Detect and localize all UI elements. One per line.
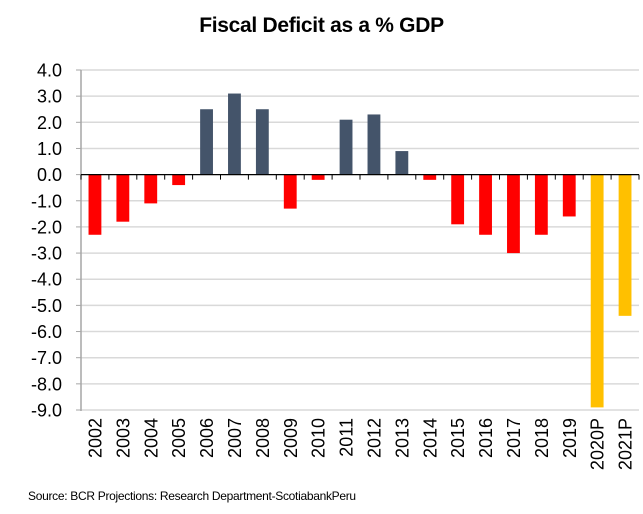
chart-title: Fiscal Deficit as a % GDP <box>199 14 444 37</box>
x-tick-label: 2003 <box>113 418 133 458</box>
x-tick-label: 2002 <box>85 418 105 458</box>
bar-2019 <box>562 174 576 217</box>
bar-2004 <box>144 174 158 204</box>
y-tick-label: 3.0 <box>37 87 62 107</box>
y-tick-label: 4.0 <box>37 61 62 81</box>
x-tick-label: 2013 <box>392 418 412 458</box>
y-tick-label: -3.0 <box>31 244 62 264</box>
x-tick-label: 2009 <box>281 418 301 458</box>
x-tick-label: 2015 <box>448 418 468 458</box>
y-tick-label: -1.0 <box>31 191 62 211</box>
x-tick-label: 2008 <box>253 418 273 458</box>
bar-2021P <box>618 174 632 316</box>
x-tick-label: 2019 <box>560 418 580 458</box>
bar-2009 <box>283 174 297 209</box>
bar-2014 <box>423 174 437 180</box>
bar-2010 <box>311 174 325 180</box>
bar-2008 <box>255 109 269 175</box>
y-tick-label: -9.0 <box>31 401 62 421</box>
y-tick-label: 1.0 <box>37 139 62 159</box>
x-tick-label: 2004 <box>141 418 161 458</box>
gridlines <box>81 69 639 411</box>
y-tick-label: 2.0 <box>37 113 62 133</box>
x-tick-label: 2017 <box>504 418 524 458</box>
y-tick-label: -6.0 <box>31 322 62 342</box>
y-tick-label: -4.0 <box>31 270 62 290</box>
x-tick-label: 2020P <box>588 418 608 470</box>
bar-2012 <box>367 114 381 175</box>
axes <box>76 69 640 411</box>
y-tick-labels: 4.0 3.0 2.0 1.0 0.0 -1.0 -2.0 -3.0 -4.0 -5.0 -6.0 -… <box>31 61 62 421</box>
bar-2017 <box>507 174 520 254</box>
y-tick-label: -8.0 <box>31 374 62 394</box>
bar-2011 <box>339 119 353 175</box>
x-tick-label: 2005 <box>169 418 189 458</box>
bar-2005 <box>172 174 186 186</box>
x-tick-label: 2021P <box>616 418 636 470</box>
bar-2015 <box>451 174 465 225</box>
x-tick-labels: 2002 2003 2004 2005 2006 2007 2008 2009 2010 2011… <box>85 418 635 470</box>
bars <box>88 93 632 408</box>
x-tick-label: 2011 <box>337 418 357 457</box>
y-tick-label: -7.0 <box>31 348 62 368</box>
bar-2013 <box>395 151 409 175</box>
x-tick-label: 2018 <box>532 418 552 458</box>
bar-2006 <box>200 109 213 175</box>
bar-2018 <box>534 174 548 235</box>
x-tick-label: 2007 <box>225 418 245 458</box>
y-tick-label: -5.0 <box>31 296 62 316</box>
x-tick-label: 2010 <box>309 418 329 458</box>
bar-2016 <box>479 174 492 235</box>
y-tick-label: 0.0 <box>37 165 62 185</box>
x-tick-label: 2016 <box>476 418 496 458</box>
x-tick-label: 2012 <box>364 418 384 458</box>
bar-2007 <box>228 93 241 175</box>
y-tick-label: -2.0 <box>31 217 62 237</box>
x-tick-label: 2006 <box>197 418 217 458</box>
x-tick-label: 2014 <box>420 418 440 458</box>
bar-2003 <box>116 174 130 222</box>
bar-2020P <box>590 174 604 408</box>
source-note: Source: BCR Projections: Research Depart… <box>28 489 356 503</box>
bar-2002 <box>88 174 102 235</box>
